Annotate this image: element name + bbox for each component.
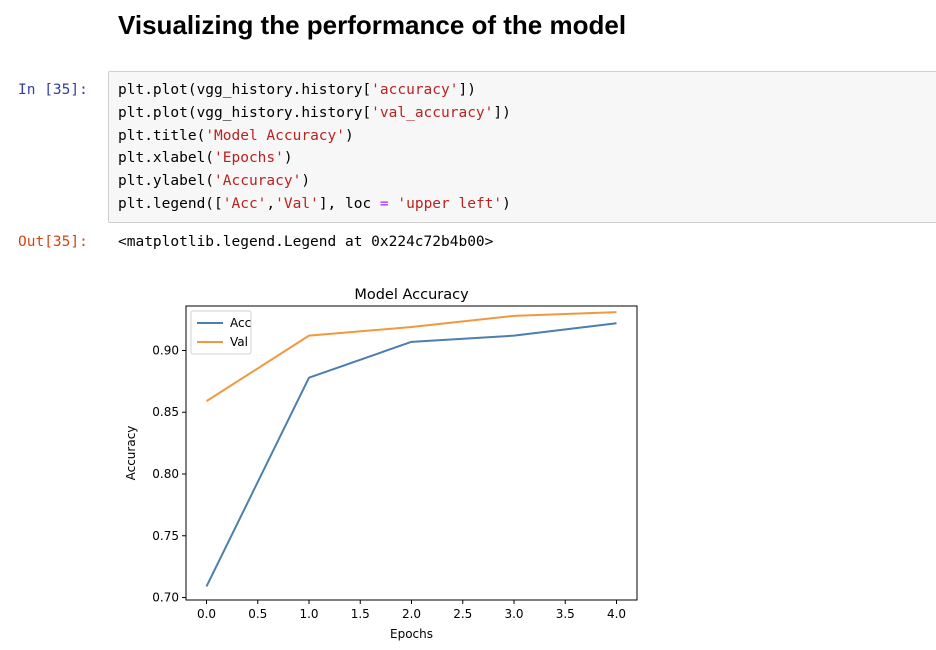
code-string-token: 'Model Accuracy' [205, 127, 345, 144]
x-tick-label: 3.0 [504, 607, 523, 621]
code-token: ) [301, 173, 311, 190]
x-tick-label: 0.0 [197, 607, 216, 621]
code-token: plt.plot(vgg_history.history[ [118, 82, 372, 98]
code-token: , [266, 195, 276, 212]
legend-label-acc: Acc [230, 316, 251, 330]
x-tick-label: 1.5 [351, 607, 370, 621]
output-text: <matplotlib.legend.Legend at 0x224c72b4b… [118, 234, 494, 250]
x-axis-label: Epochs [390, 627, 433, 641]
legend-label-val: Val [230, 335, 248, 349]
code-line: plt.legend(['Acc','Val'], loc = 'upper l… [118, 196, 511, 212]
code-token: ) [283, 150, 293, 167]
series-line-val [205, 311, 617, 402]
code-operator-token: = [379, 195, 389, 212]
code-string-token: 'Accuracy' [214, 173, 302, 190]
code-line: plt.title('Model Accuracy') [118, 128, 354, 144]
code-line: plt.plot(vgg_history.history['val_accura… [118, 105, 511, 121]
code-token: plt.xlabel( [118, 150, 215, 167]
code-token: ]) [493, 104, 511, 121]
section-heading: Visualizing the performance of the model [118, 10, 627, 40]
x-tick-label: 2.0 [402, 607, 421, 621]
code-token: plt.legend([ [118, 195, 223, 212]
code-line: plt.xlabel('Epochs') [118, 150, 293, 166]
code-cell[interactable] [108, 71, 936, 223]
code-string-token: 'Epochs' [214, 150, 284, 167]
x-tick-label: 1.0 [299, 607, 318, 621]
chart-title: Model Accuracy [354, 287, 469, 303]
x-tick-label: 3.5 [556, 607, 575, 621]
code-token: plt.ylabel( [118, 173, 215, 190]
x-tick-label: 2.5 [453, 607, 472, 621]
code-token: plt.plot(vgg_history.history[ [118, 104, 372, 121]
code-string-token: 'Val' [275, 195, 319, 212]
code-token: ) [345, 127, 354, 144]
output-prompt: Out[35]: [18, 234, 88, 250]
y-tick-label: 0.80 [152, 467, 179, 481]
y-tick-label: 0.70 [152, 591, 179, 605]
y-tick-label: 0.85 [152, 405, 179, 419]
code-string-token: 'upper left' [397, 195, 503, 212]
code-token: ]) [458, 82, 476, 98]
code-string-token: 'Acc' [222, 195, 267, 212]
code-token: plt.title( [118, 127, 206, 144]
code-token: ], loc [318, 195, 380, 212]
plot-frame [185, 305, 638, 601]
legend-box [190, 310, 252, 355]
code-string-token: 'val_accuracy' [371, 104, 494, 121]
y-tick-label: 0.75 [152, 529, 179, 543]
series-line-acc [205, 322, 617, 587]
code-string-token: 'accuracy' [371, 82, 459, 98]
code-line: plt.plot(vgg_history.history['accuracy']… [118, 82, 476, 98]
input-prompt: In [35]: [18, 82, 88, 98]
x-tick-label: 4.0 [607, 607, 626, 621]
code-editor[interactable]: plt.plot(vgg_history.history['accuracy']… [118, 79, 511, 216]
y-tick-label: 0.90 [152, 343, 179, 357]
y-axis-label: Accuracy [124, 426, 138, 481]
code-line: plt.ylabel('Accuracy') [118, 173, 310, 189]
code-token: ) [502, 195, 511, 212]
x-tick-label: 0.5 [248, 607, 267, 621]
